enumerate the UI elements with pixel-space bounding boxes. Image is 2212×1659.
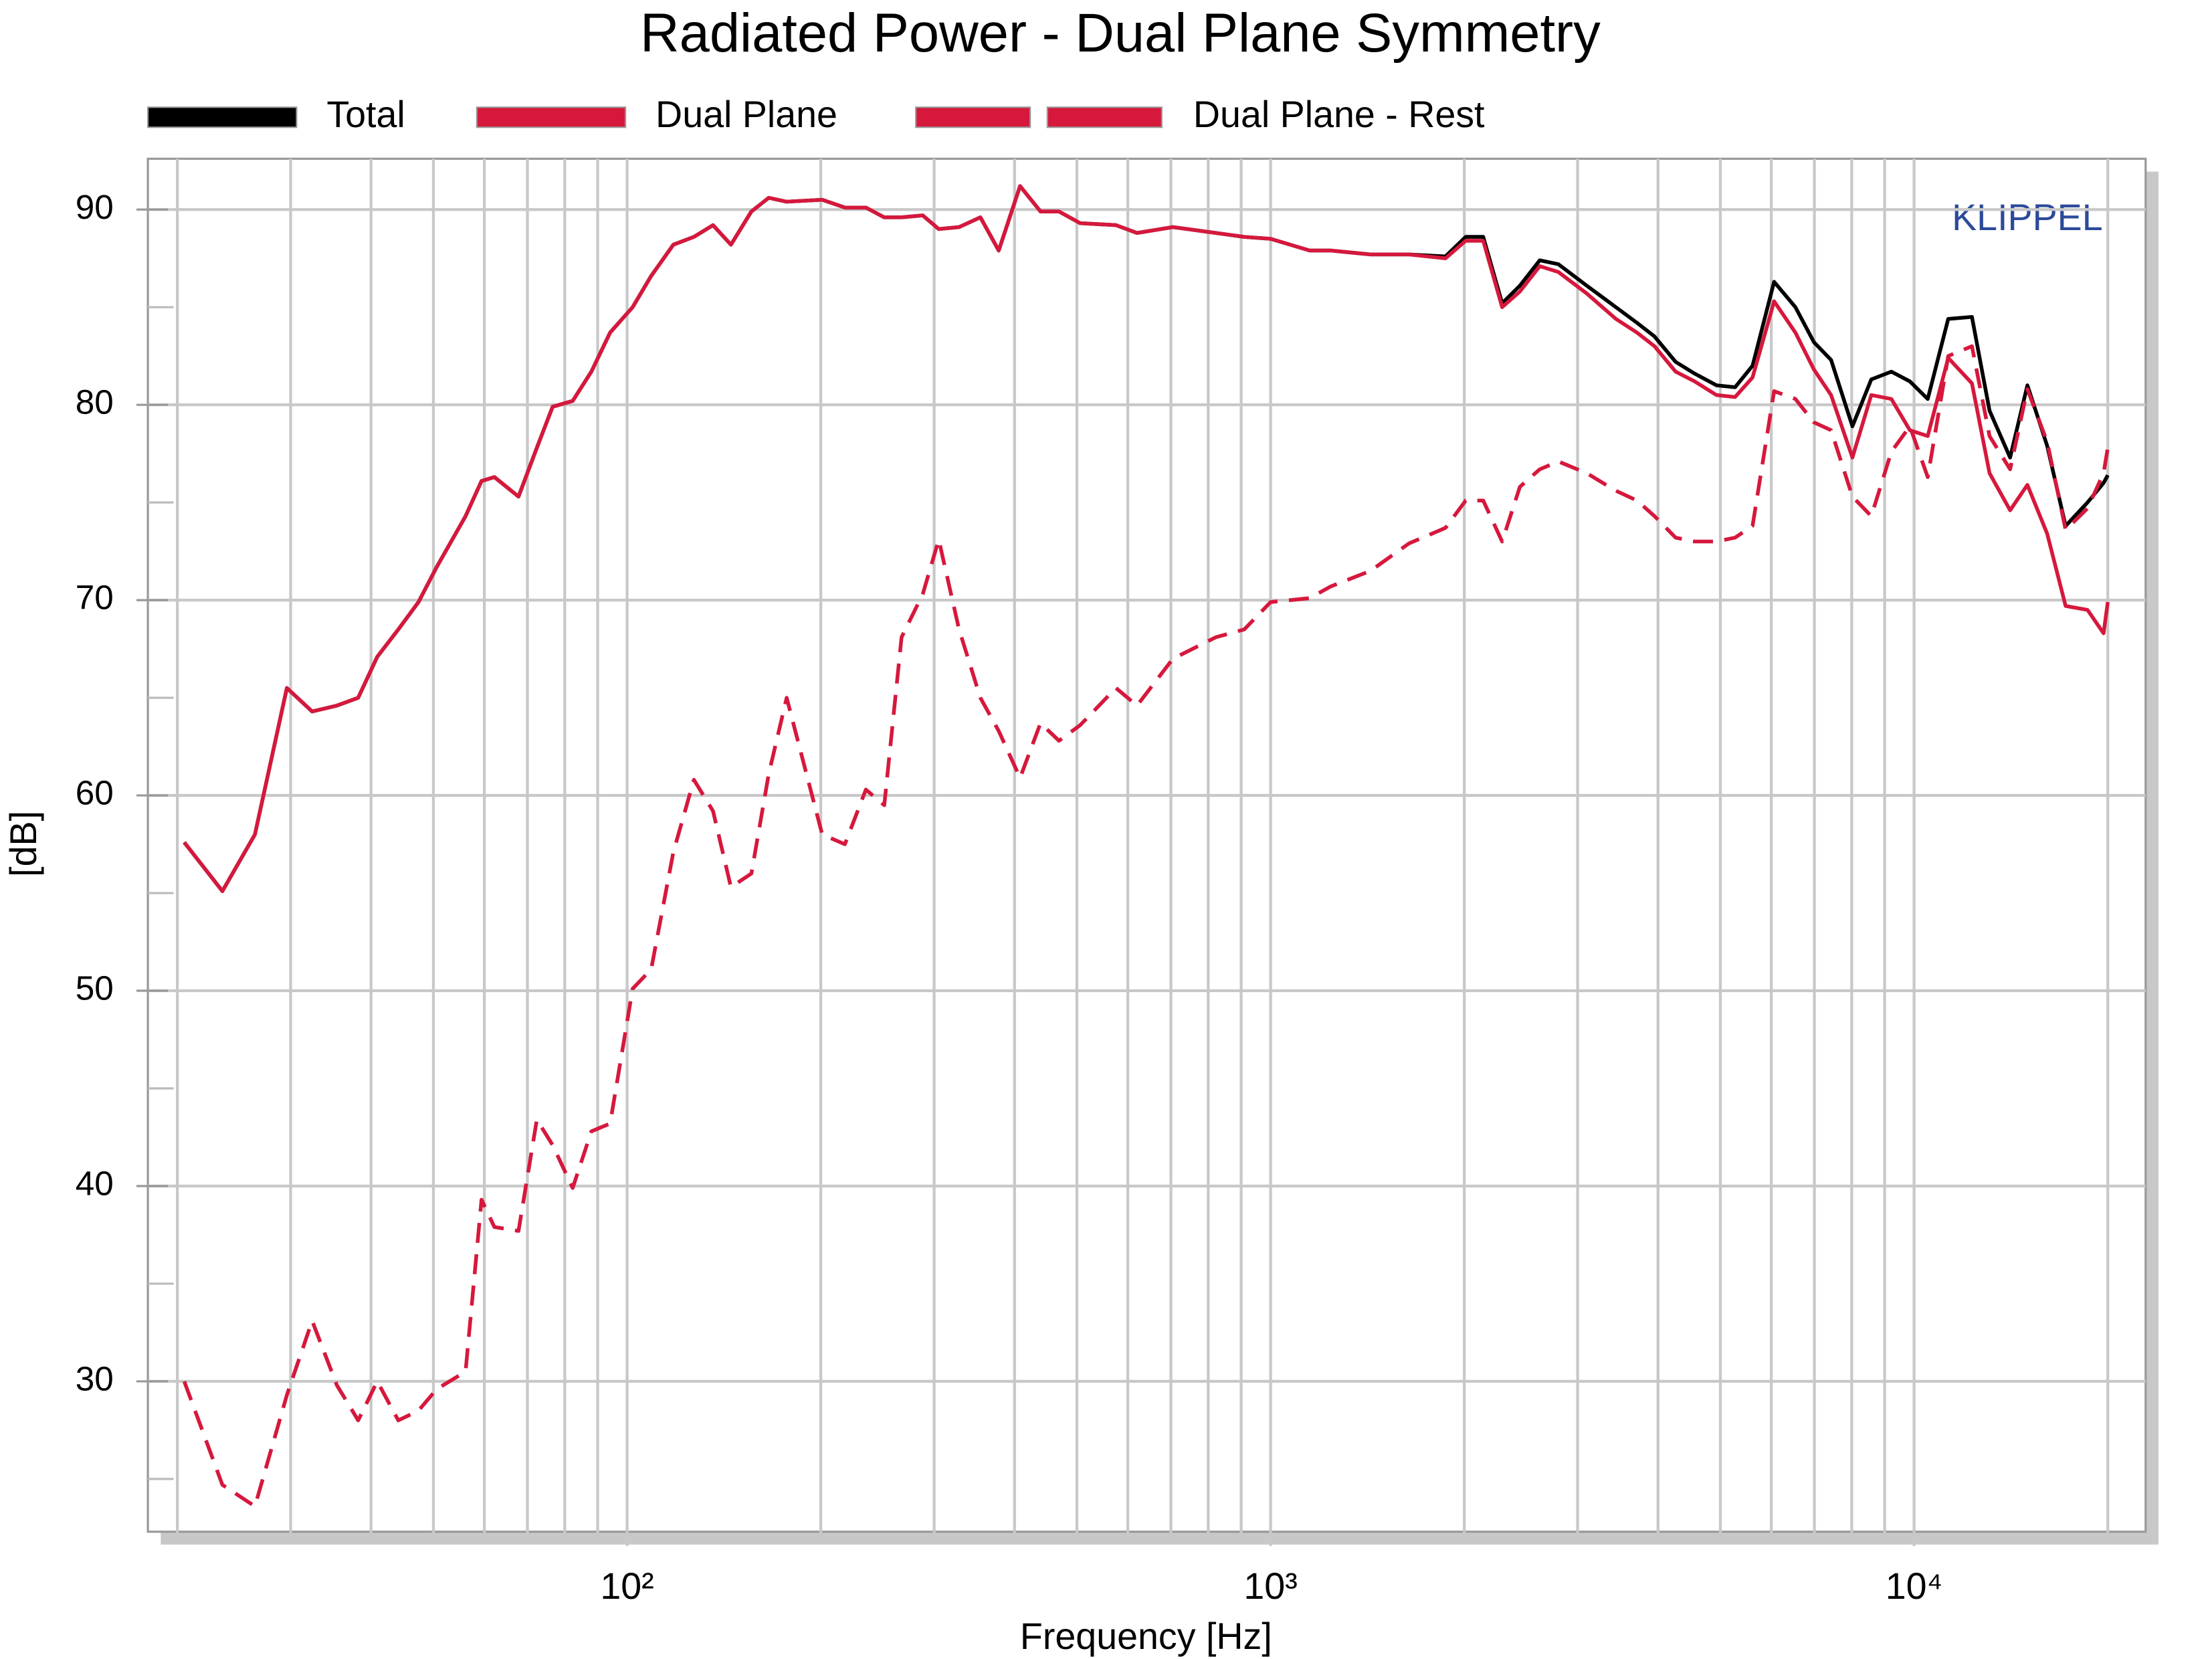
y-tick-label: 40 [76,1165,114,1203]
legend-label: Dual Plane [656,94,837,135]
grid [148,159,2146,1547]
legend-swatch [1046,106,1163,128]
watermark: KLIPPEL [1952,197,2103,238]
data-line [183,184,2110,893]
legend-swatch [915,106,1031,128]
legend-swatch [147,106,298,128]
y-tick-label: 70 [76,579,114,617]
x-tick-label: 10³ [1243,1565,1297,1607]
y-tick-label: 30 [76,1359,114,1397]
x-axis-label: Frequency [Hz] [1020,1616,1272,1657]
chart-title: Radiated Power - Dual Plane Symmetry [640,3,1601,64]
y-tick-label: 90 [76,188,114,226]
legend: Total Dual Plane Dual Plane - Rest [147,94,1485,135]
y-tick-label: 60 [76,774,114,812]
y-tick-label: 80 [76,383,114,421]
legend-label: Dual Plane - Rest [1193,94,1485,135]
y-tick-label: 50 [76,969,114,1007]
x-tick-label: 10² [600,1565,653,1607]
x-tick-label: 10⁴ [1886,1565,1943,1607]
y-axis-label: [dB] [3,811,44,877]
plot-area [146,157,2147,1533]
legend-swatch [476,106,627,128]
legend-label: Total [326,94,405,135]
data-line [182,344,2110,1508]
